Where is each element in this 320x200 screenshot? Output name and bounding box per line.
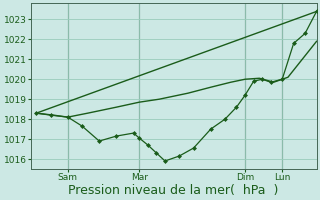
X-axis label: Pression niveau de la mer(  hPa  ): Pression niveau de la mer( hPa ): [68, 184, 279, 197]
